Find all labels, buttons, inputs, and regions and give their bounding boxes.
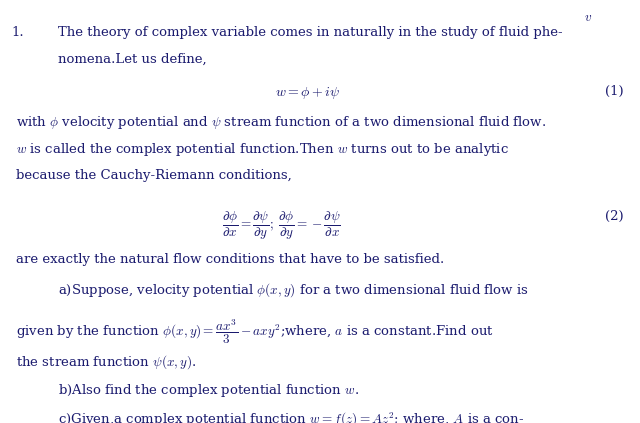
Text: because the Cauchy-Riemann conditions,: because the Cauchy-Riemann conditions,: [16, 169, 292, 181]
Text: (2): (2): [605, 210, 624, 223]
Text: a)Suppose, velocity potential $\phi(x, y)$ for a two dimensional fluid flow is: a)Suppose, velocity potential $\phi(x, y…: [58, 281, 529, 299]
Text: nomena.Let us define,: nomena.Let us define,: [58, 53, 206, 66]
Text: given by the function $\phi(x, y) = \dfrac{ax^3}{3} - axy^2$;where, $a$ is a con: given by the function $\phi(x, y) = \dfr…: [16, 317, 494, 346]
Text: $\dfrac{\partial\phi}{\partial x} = \dfrac{\partial\psi}{\partial y}$$;\;\dfrac{: $\dfrac{\partial\phi}{\partial x} = \dfr…: [222, 210, 341, 242]
Text: $w$ is called the complex potential function.Then $w$ turns out to be analytic: $w$ is called the complex potential func…: [16, 141, 509, 158]
Text: 1.: 1.: [12, 26, 24, 38]
Text: $\mathit{v}$: $\mathit{v}$: [584, 11, 592, 24]
Text: the stream function $\psi(x, y)$.: the stream function $\psi(x, y)$.: [16, 353, 196, 371]
Text: $w = \phi + i\psi$: $w = \phi + i\psi$: [275, 85, 340, 101]
Text: with $\phi$ velocity potential and $\psi$ stream function of a two dimensional f: with $\phi$ velocity potential and $\psi…: [16, 114, 547, 131]
Text: are exactly the natural flow conditions that have to be satisfied.: are exactly the natural flow conditions …: [16, 253, 444, 266]
Text: (1): (1): [605, 85, 624, 98]
Text: b)Also find the complex potential function $w$.: b)Also find the complex potential functi…: [58, 382, 358, 399]
Text: The theory of complex variable comes in naturally in the study of fluid phe-: The theory of complex variable comes in …: [58, 26, 562, 38]
Text: c)Given,a complex potential function $w = f(z) = Az^2$; where, $A$ is a con-: c)Given,a complex potential function $w …: [58, 411, 524, 423]
